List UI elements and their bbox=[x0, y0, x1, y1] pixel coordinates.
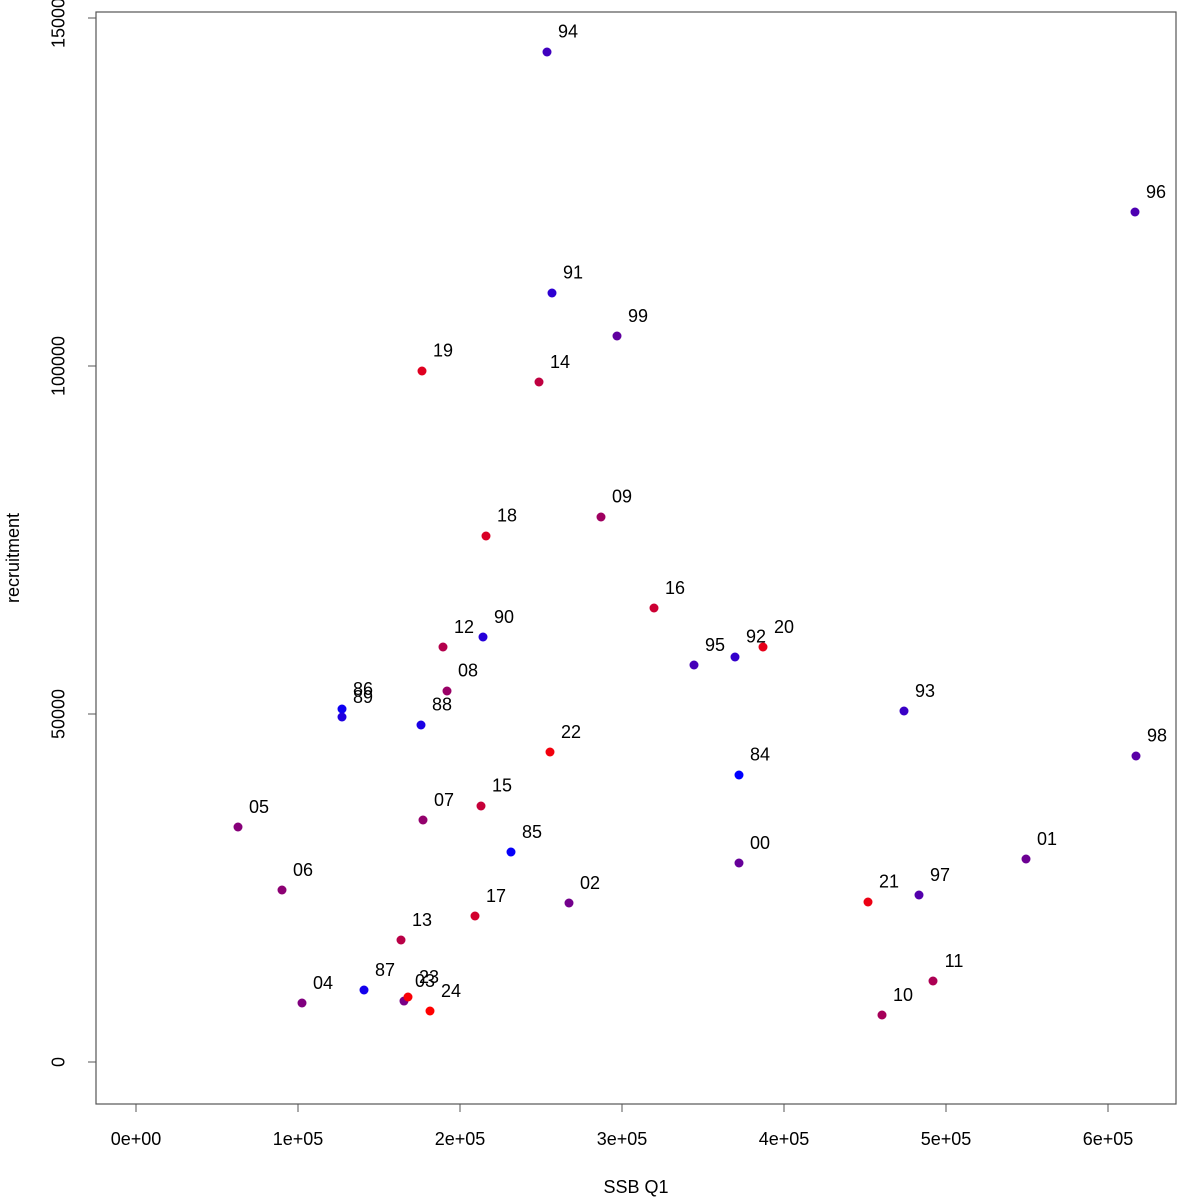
point bbox=[689, 660, 699, 670]
point-label: 06 bbox=[293, 860, 313, 880]
point-label: 96 bbox=[1146, 182, 1166, 202]
point bbox=[899, 706, 909, 716]
x-tick-label: 2e+05 bbox=[435, 1129, 486, 1149]
point bbox=[1131, 751, 1141, 761]
point-label: 84 bbox=[750, 745, 770, 765]
point bbox=[730, 652, 740, 662]
point bbox=[277, 885, 287, 895]
point-label: 89 bbox=[353, 687, 373, 707]
x-tick-label: 1e+05 bbox=[273, 1129, 324, 1149]
point bbox=[442, 686, 452, 696]
point bbox=[417, 366, 427, 376]
point-label: 05 bbox=[249, 797, 269, 817]
point-label: 18 bbox=[497, 506, 517, 526]
point bbox=[359, 985, 369, 995]
y-tick-label: 50000 bbox=[49, 689, 69, 739]
point-label: 85 bbox=[522, 822, 542, 842]
y-tick-label: 100000 bbox=[49, 336, 69, 396]
point bbox=[403, 992, 413, 1002]
point bbox=[476, 801, 486, 811]
point-label: 90 bbox=[494, 607, 514, 627]
point-label: 98 bbox=[1147, 726, 1167, 746]
point bbox=[337, 712, 347, 722]
point bbox=[425, 1006, 435, 1016]
point bbox=[545, 747, 555, 757]
point-label: 16 bbox=[665, 578, 685, 598]
point bbox=[418, 815, 428, 825]
point-label: 02 bbox=[580, 873, 600, 893]
x-tick-label: 4e+05 bbox=[759, 1129, 810, 1149]
point bbox=[734, 858, 744, 868]
point bbox=[1130, 207, 1140, 217]
point-label: 11 bbox=[945, 951, 964, 971]
point-label: 03 bbox=[415, 971, 435, 991]
point-label: 01 bbox=[1037, 829, 1057, 849]
x-tick-label: 0e+00 bbox=[111, 1129, 162, 1149]
y-tick-label: 150000 bbox=[49, 0, 69, 48]
x-axis-title: SSB Q1 bbox=[603, 1177, 668, 1197]
point bbox=[481, 531, 491, 541]
y-tick-label: 0 bbox=[49, 1057, 69, 1067]
point bbox=[649, 603, 659, 613]
x-tick-label: 5e+05 bbox=[921, 1129, 972, 1149]
point-label: 23 bbox=[419, 967, 439, 987]
point-label: 87 bbox=[375, 960, 395, 980]
point bbox=[734, 770, 744, 780]
point bbox=[928, 976, 938, 986]
point bbox=[542, 47, 552, 57]
point bbox=[758, 642, 768, 652]
point-label: 94 bbox=[558, 22, 578, 42]
point-label: 09 bbox=[612, 487, 632, 507]
point-label: 17 bbox=[486, 886, 506, 906]
point-label: 99 bbox=[628, 306, 648, 326]
point bbox=[612, 331, 622, 341]
point-label: 24 bbox=[441, 981, 461, 1001]
point-label: 04 bbox=[313, 973, 333, 993]
point bbox=[534, 377, 544, 387]
point-label: 00 bbox=[750, 833, 770, 853]
point-label: 95 bbox=[705, 635, 725, 655]
point bbox=[470, 911, 480, 921]
point bbox=[863, 897, 873, 907]
point-label: 07 bbox=[434, 790, 454, 810]
plot-frame bbox=[95, 11, 1177, 1105]
point-label: 08 bbox=[458, 661, 478, 681]
point-label: 12 bbox=[454, 617, 474, 637]
point-label: 88 bbox=[432, 695, 452, 715]
point bbox=[396, 935, 406, 945]
point-label: 21 bbox=[879, 872, 899, 892]
point bbox=[1021, 854, 1031, 864]
point-label: 10 bbox=[893, 985, 913, 1005]
point bbox=[416, 720, 426, 730]
point-label: 92 bbox=[746, 627, 766, 647]
point-label: 91 bbox=[563, 263, 583, 283]
point bbox=[478, 632, 488, 642]
y-axis-title: recruitment bbox=[3, 513, 23, 603]
point bbox=[233, 822, 243, 832]
point-label: 20 bbox=[774, 617, 794, 637]
point bbox=[506, 847, 516, 857]
point bbox=[877, 1010, 887, 1020]
point bbox=[438, 642, 448, 652]
point-label: 86 bbox=[353, 679, 373, 699]
point bbox=[596, 512, 606, 522]
point-label: 22 bbox=[561, 722, 581, 742]
point-label: 15 bbox=[492, 776, 512, 796]
x-tick-label: 3e+05 bbox=[597, 1129, 648, 1149]
point bbox=[547, 288, 557, 298]
point-label: 14 bbox=[550, 352, 570, 372]
point-label: 13 bbox=[412, 910, 432, 930]
point-label: 19 bbox=[433, 341, 453, 361]
point bbox=[564, 898, 574, 908]
point-label: 93 bbox=[915, 681, 935, 701]
point-label: 97 bbox=[930, 865, 950, 885]
point bbox=[337, 704, 347, 714]
x-tick-label: 6e+05 bbox=[1083, 1129, 1134, 1149]
point bbox=[914, 890, 924, 900]
point bbox=[297, 998, 307, 1008]
